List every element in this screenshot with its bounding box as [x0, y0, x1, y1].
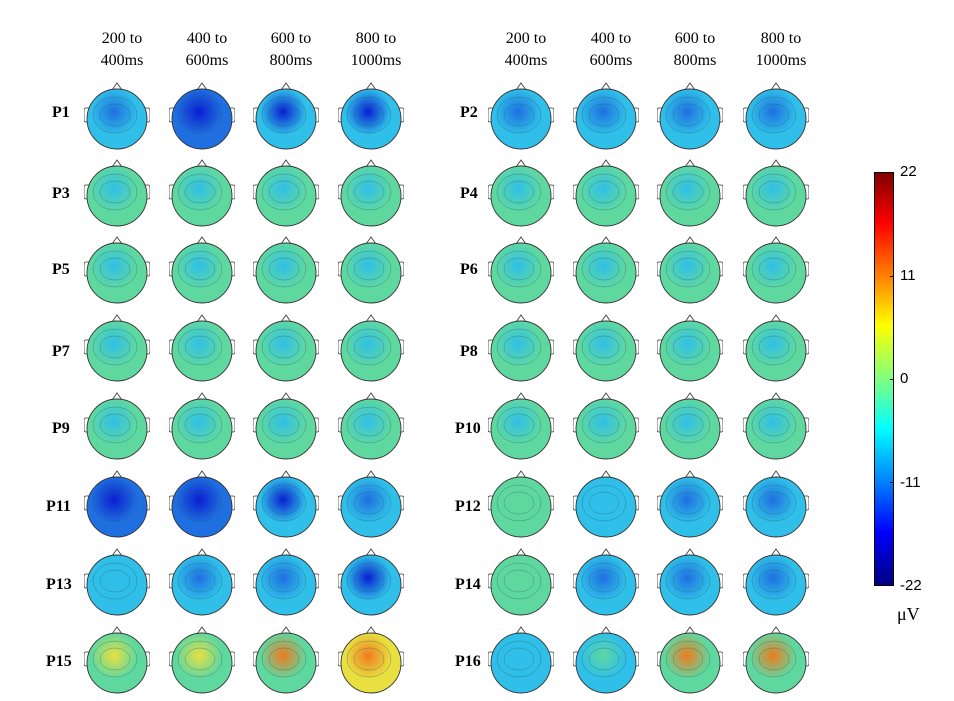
scalp-map [743, 81, 809, 153]
scalp-map [169, 391, 235, 463]
scalp-map [338, 81, 404, 153]
colorbar-tick: -22 [900, 577, 922, 594]
scalp-map [253, 235, 319, 307]
scalp-map [573, 625, 639, 697]
scalp-map [573, 469, 639, 541]
scalp-map [338, 469, 404, 541]
scalp-map [338, 313, 404, 385]
right-col-header-4: 800 to 1000ms [755, 30, 807, 69]
scalp-map [253, 81, 319, 153]
scalp-map [743, 158, 809, 230]
scalp-map [488, 547, 554, 619]
scalp-map [84, 313, 150, 385]
scalp-map [84, 625, 150, 697]
row-label: P4 [460, 185, 478, 202]
scalp-map [169, 313, 235, 385]
colorbar-unit: μV [897, 604, 920, 624]
scalp-map [253, 158, 319, 230]
scalp-map [488, 625, 554, 697]
scalp-map [84, 158, 150, 230]
scalp-map [169, 81, 235, 153]
row-label: P16 [455, 653, 481, 670]
scalp-map [338, 235, 404, 307]
right-col-header-3: 600 to 800ms [673, 30, 717, 69]
scalp-map [657, 469, 723, 541]
row-label: P9 [52, 420, 70, 437]
scalp-map [657, 81, 723, 153]
scalp-map [253, 313, 319, 385]
scalp-map [84, 469, 150, 541]
left-col-header-2: 400 to 600ms [185, 30, 229, 69]
row-label: P13 [46, 576, 72, 593]
scalp-map [488, 81, 554, 153]
scalp-map [657, 158, 723, 230]
row-label: P15 [46, 653, 72, 670]
row-label: P14 [455, 576, 481, 593]
scalp-map [743, 391, 809, 463]
left-col-header-1: 200 to 400ms [100, 30, 144, 69]
scalp-map [338, 625, 404, 697]
row-label: P6 [460, 261, 478, 278]
scalp-map [169, 547, 235, 619]
row-label: P2 [460, 104, 478, 121]
scalp-map [84, 81, 150, 153]
scalp-map [169, 235, 235, 307]
scalp-map [338, 158, 404, 230]
left-col-header-3: 600 to 800ms [269, 30, 313, 69]
colorbar-tick: 0 [900, 370, 909, 387]
row-label: P3 [52, 185, 70, 202]
scalp-map [169, 625, 235, 697]
scalp-map [169, 469, 235, 541]
scalp-map [573, 313, 639, 385]
scalp-map [573, 547, 639, 619]
scalp-map [488, 235, 554, 307]
row-label: P11 [46, 498, 71, 515]
scalp-map [657, 313, 723, 385]
left-col-header-4: 800 to 1000ms [350, 30, 402, 69]
colorbar-tick: 11 [900, 267, 916, 284]
scalp-map [84, 235, 150, 307]
scalp-map [743, 313, 809, 385]
scalp-map [573, 81, 639, 153]
row-label: P12 [455, 498, 481, 515]
scalp-map [657, 625, 723, 697]
scalp-map [253, 469, 319, 541]
scalp-map [338, 547, 404, 619]
scalp-map [657, 547, 723, 619]
scalp-map [84, 547, 150, 619]
row-label: P10 [455, 420, 481, 437]
scalp-map [573, 235, 639, 307]
scalp-map [253, 625, 319, 697]
row-label: P5 [52, 261, 70, 278]
row-label: P8 [460, 343, 478, 360]
scalp-map [743, 235, 809, 307]
scalp-map [488, 469, 554, 541]
colorbar-tick: -11 [900, 474, 921, 491]
scalp-map [84, 391, 150, 463]
scalp-map [657, 235, 723, 307]
scalp-map [573, 158, 639, 230]
scalp-map [657, 391, 723, 463]
right-col-header-2: 400 to 600ms [589, 30, 633, 69]
scalp-map [573, 391, 639, 463]
scalp-map [338, 391, 404, 463]
scalp-map [743, 547, 809, 619]
scalp-map [488, 391, 554, 463]
row-label: P1 [52, 104, 70, 121]
right-col-header-1: 200 to 400ms [504, 30, 548, 69]
scalp-map [253, 391, 319, 463]
scalp-map [743, 469, 809, 541]
scalp-map [743, 625, 809, 697]
scalp-map [169, 158, 235, 230]
colorbar-tick: 22 [900, 163, 917, 180]
scalp-map [488, 158, 554, 230]
row-label: P7 [52, 343, 70, 360]
scalp-map [253, 547, 319, 619]
scalp-map [488, 313, 554, 385]
